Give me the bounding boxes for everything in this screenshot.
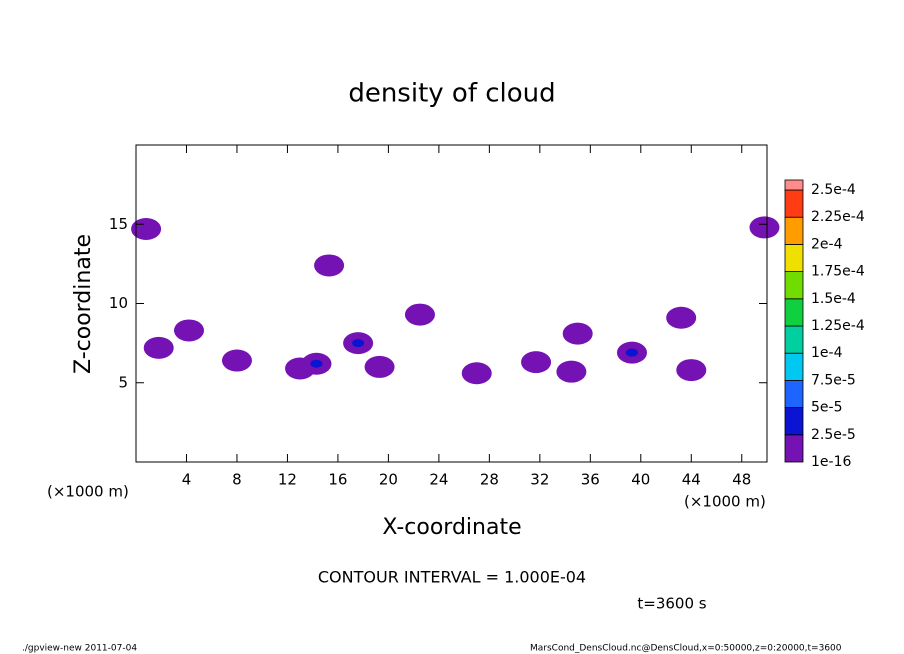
- colorbar-label: 5e-5: [811, 400, 842, 416]
- colorbar-box: [784, 325, 804, 354]
- y-axis-label: Z-coordinate: [71, 234, 96, 374]
- footer-left: ./gpview-new 2011-07-04: [22, 644, 137, 654]
- chart-title: density of cloud: [348, 79, 555, 109]
- contour-core: [310, 359, 323, 368]
- colorbar-box: [784, 352, 804, 381]
- contour-region: [521, 351, 552, 374]
- contour-region: [221, 349, 252, 372]
- y-tick-label: 5: [118, 373, 128, 391]
- x-tick-label: 28: [480, 471, 499, 489]
- contour-region: [404, 303, 435, 326]
- colorbar-label: 1e-4: [811, 345, 843, 361]
- colorbar-box: [784, 434, 804, 463]
- footer-right: MarsCond_DensCloud.nc@DensCloud,x=0:5000…: [530, 644, 842, 654]
- colorbar-box: [784, 379, 804, 408]
- x-unit: (×1000 m): [684, 493, 766, 511]
- x-tick-label: 4: [182, 471, 192, 489]
- colorbar-box: [784, 271, 804, 300]
- colorbar-label: 1e-16: [811, 454, 851, 470]
- colorbar-label: 1.5e-4: [811, 291, 856, 307]
- x-tick-label: 48: [732, 471, 751, 489]
- colorbar-label: 7.5e-5: [811, 372, 856, 388]
- contour-region: [666, 306, 697, 329]
- contour-region: [676, 359, 707, 382]
- contour-region: [143, 336, 174, 359]
- contour-region: [461, 362, 492, 385]
- x-tick-label: 40: [631, 471, 650, 489]
- colorbar-label: 1.75e-4: [811, 264, 865, 280]
- contour-core: [625, 348, 638, 357]
- colorbar-box: [784, 407, 804, 436]
- annotation: CONTOUR INTERVAL = 1.000E-04: [318, 568, 586, 587]
- colorbar-box: [784, 243, 804, 272]
- contour-core: [352, 339, 365, 348]
- colorbar-box: [784, 179, 804, 191]
- colorbar-label: 1.25e-4: [811, 318, 865, 334]
- contour-region: [562, 322, 593, 345]
- x-axis-label: X-coordinate: [382, 515, 521, 540]
- contour-region: [131, 218, 162, 241]
- y-tick-label: 15: [109, 215, 128, 233]
- x-tick-label: 32: [530, 471, 549, 489]
- x-tick-label: 44: [682, 471, 701, 489]
- contour-region: [364, 355, 395, 378]
- colorbar-label: 2e-4: [811, 236, 843, 252]
- time-label: t=3600 s: [637, 595, 706, 613]
- x-unit: (×1000 m): [47, 483, 129, 501]
- colorbar-label: 2.5e-4: [811, 182, 856, 198]
- x-tick-label: 24: [429, 471, 448, 489]
- x-tick-label: 12: [278, 471, 297, 489]
- x-tick-label: 8: [232, 471, 242, 489]
- colorbar-box: [784, 216, 804, 245]
- colorbar-box: [784, 189, 804, 218]
- contour-region: [314, 254, 345, 277]
- colorbar-label: 2.5e-5: [811, 427, 856, 443]
- contour-region: [556, 360, 587, 383]
- plot-frame: [135, 144, 768, 463]
- y-tick-label: 10: [109, 294, 128, 312]
- contour-region: [749, 216, 780, 239]
- x-tick-label: 20: [379, 471, 398, 489]
- x-tick-label: 16: [328, 471, 347, 489]
- contour-region: [174, 319, 205, 342]
- colorbar-box: [784, 298, 804, 327]
- colorbar-label: 2.25e-4: [811, 209, 865, 225]
- x-tick-label: 36: [581, 471, 600, 489]
